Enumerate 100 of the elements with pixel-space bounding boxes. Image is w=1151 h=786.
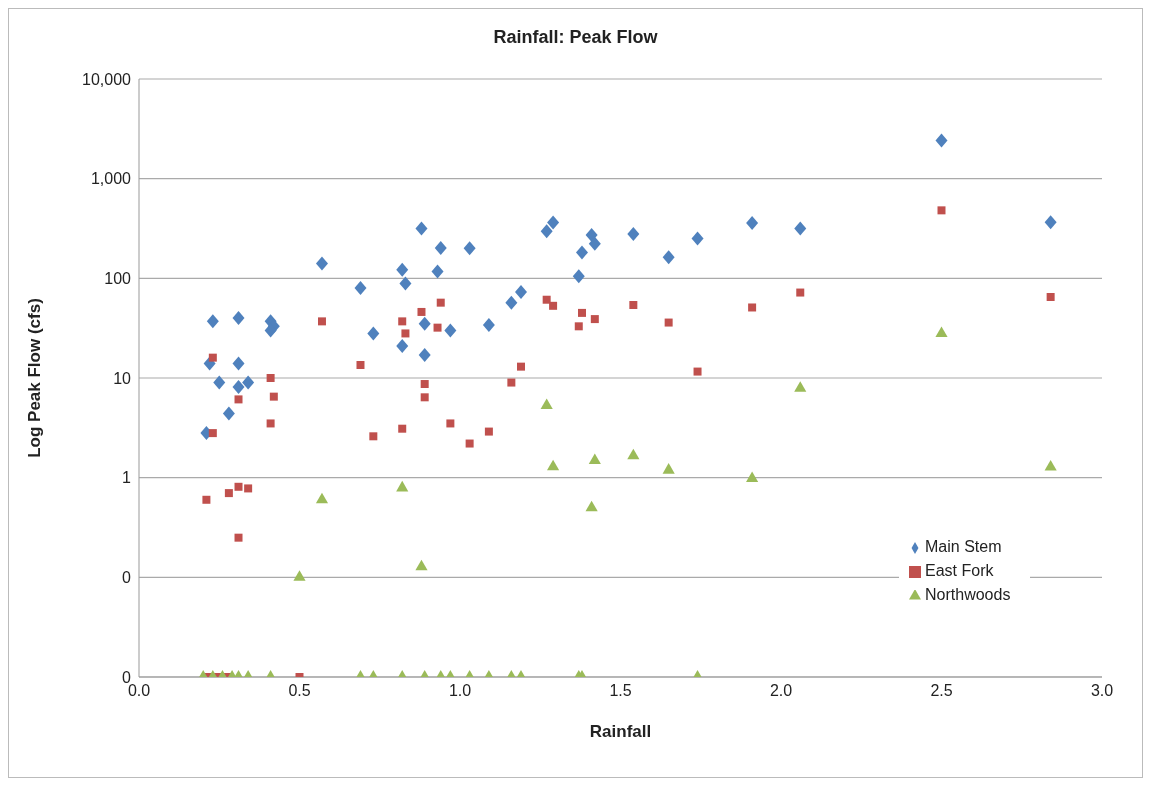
y-axis-title: Log Peak Flow (cfs) xyxy=(25,298,45,458)
point xyxy=(208,353,217,362)
legend-label: East Fork xyxy=(925,562,994,579)
point xyxy=(206,314,219,329)
point xyxy=(434,240,447,255)
point xyxy=(293,570,306,581)
point xyxy=(542,295,551,304)
point xyxy=(420,380,429,389)
point xyxy=(232,356,245,371)
y-tick-label: 0 xyxy=(122,569,132,587)
point xyxy=(415,221,428,236)
point xyxy=(208,429,217,438)
point xyxy=(232,310,245,325)
point xyxy=(585,500,598,512)
point xyxy=(1044,459,1057,471)
point xyxy=(590,315,599,324)
point xyxy=(232,380,245,395)
point xyxy=(266,374,275,382)
point xyxy=(746,216,759,231)
point xyxy=(415,559,428,571)
point xyxy=(484,427,493,436)
point xyxy=(937,206,946,215)
point xyxy=(746,471,759,483)
x-tick-label: 1.5 xyxy=(609,682,632,700)
point xyxy=(356,361,365,370)
point xyxy=(1046,292,1055,301)
point xyxy=(315,492,329,504)
point xyxy=(463,241,476,256)
point xyxy=(540,398,553,409)
point xyxy=(354,280,367,295)
point xyxy=(234,395,243,404)
y-tick-label: 1,000 xyxy=(90,170,132,188)
chart-title: Rainfall: Peak Flow xyxy=(492,27,659,48)
point xyxy=(662,250,675,265)
x-tick-label: 2.5 xyxy=(930,682,953,700)
point xyxy=(234,482,243,491)
x-tick-label: 0.5 xyxy=(288,682,311,700)
point xyxy=(547,215,560,230)
point xyxy=(436,298,445,307)
point xyxy=(444,323,457,338)
point xyxy=(572,269,585,284)
point xyxy=(629,301,638,309)
point xyxy=(575,245,588,260)
point xyxy=(396,338,409,353)
point xyxy=(401,329,410,338)
point xyxy=(222,406,235,421)
point xyxy=(213,375,226,390)
point xyxy=(269,392,278,401)
legend-label: Main Stem xyxy=(925,538,1002,555)
point xyxy=(234,533,243,542)
point xyxy=(418,348,431,363)
point xyxy=(748,303,757,312)
point xyxy=(691,231,704,246)
x-tick-label: 1.0 xyxy=(448,682,472,700)
point xyxy=(367,326,380,341)
point xyxy=(431,264,444,279)
x-tick-label: 0.0 xyxy=(127,682,151,700)
point xyxy=(574,322,583,331)
point xyxy=(242,375,255,390)
point xyxy=(266,419,275,428)
point xyxy=(662,463,675,474)
legend-label: Northwoods xyxy=(925,586,1011,603)
point xyxy=(446,419,455,428)
point xyxy=(549,301,558,310)
point xyxy=(935,133,948,148)
point xyxy=(588,453,601,464)
x-tick-label: 2.0 xyxy=(769,682,793,700)
point xyxy=(627,226,640,241)
x-tick-label: 3.0 xyxy=(1090,682,1114,700)
point xyxy=(418,316,431,331)
x-axis-title: Rainfall xyxy=(589,722,652,741)
y-tick-label: 10,000 xyxy=(82,70,132,88)
point xyxy=(315,256,328,271)
point xyxy=(516,362,525,371)
point xyxy=(420,393,429,402)
y-tick-label: 100 xyxy=(104,270,132,288)
point xyxy=(433,323,442,332)
point xyxy=(794,381,807,392)
point xyxy=(540,224,553,239)
y-tick-label: 1 xyxy=(122,469,132,487)
point xyxy=(577,308,586,317)
point xyxy=(417,307,426,316)
point xyxy=(664,318,673,327)
point xyxy=(465,439,474,448)
point xyxy=(399,276,412,291)
point xyxy=(396,480,409,492)
point xyxy=(398,317,407,326)
point xyxy=(588,236,601,251)
point xyxy=(935,326,948,337)
point xyxy=(202,495,211,504)
point xyxy=(507,378,516,387)
y-tick-label: 10 xyxy=(113,369,132,387)
point xyxy=(482,318,495,333)
point xyxy=(505,295,518,310)
point xyxy=(585,228,598,243)
point xyxy=(514,284,527,299)
point xyxy=(317,317,326,326)
point xyxy=(627,448,640,460)
point xyxy=(794,221,807,236)
point xyxy=(398,424,407,433)
